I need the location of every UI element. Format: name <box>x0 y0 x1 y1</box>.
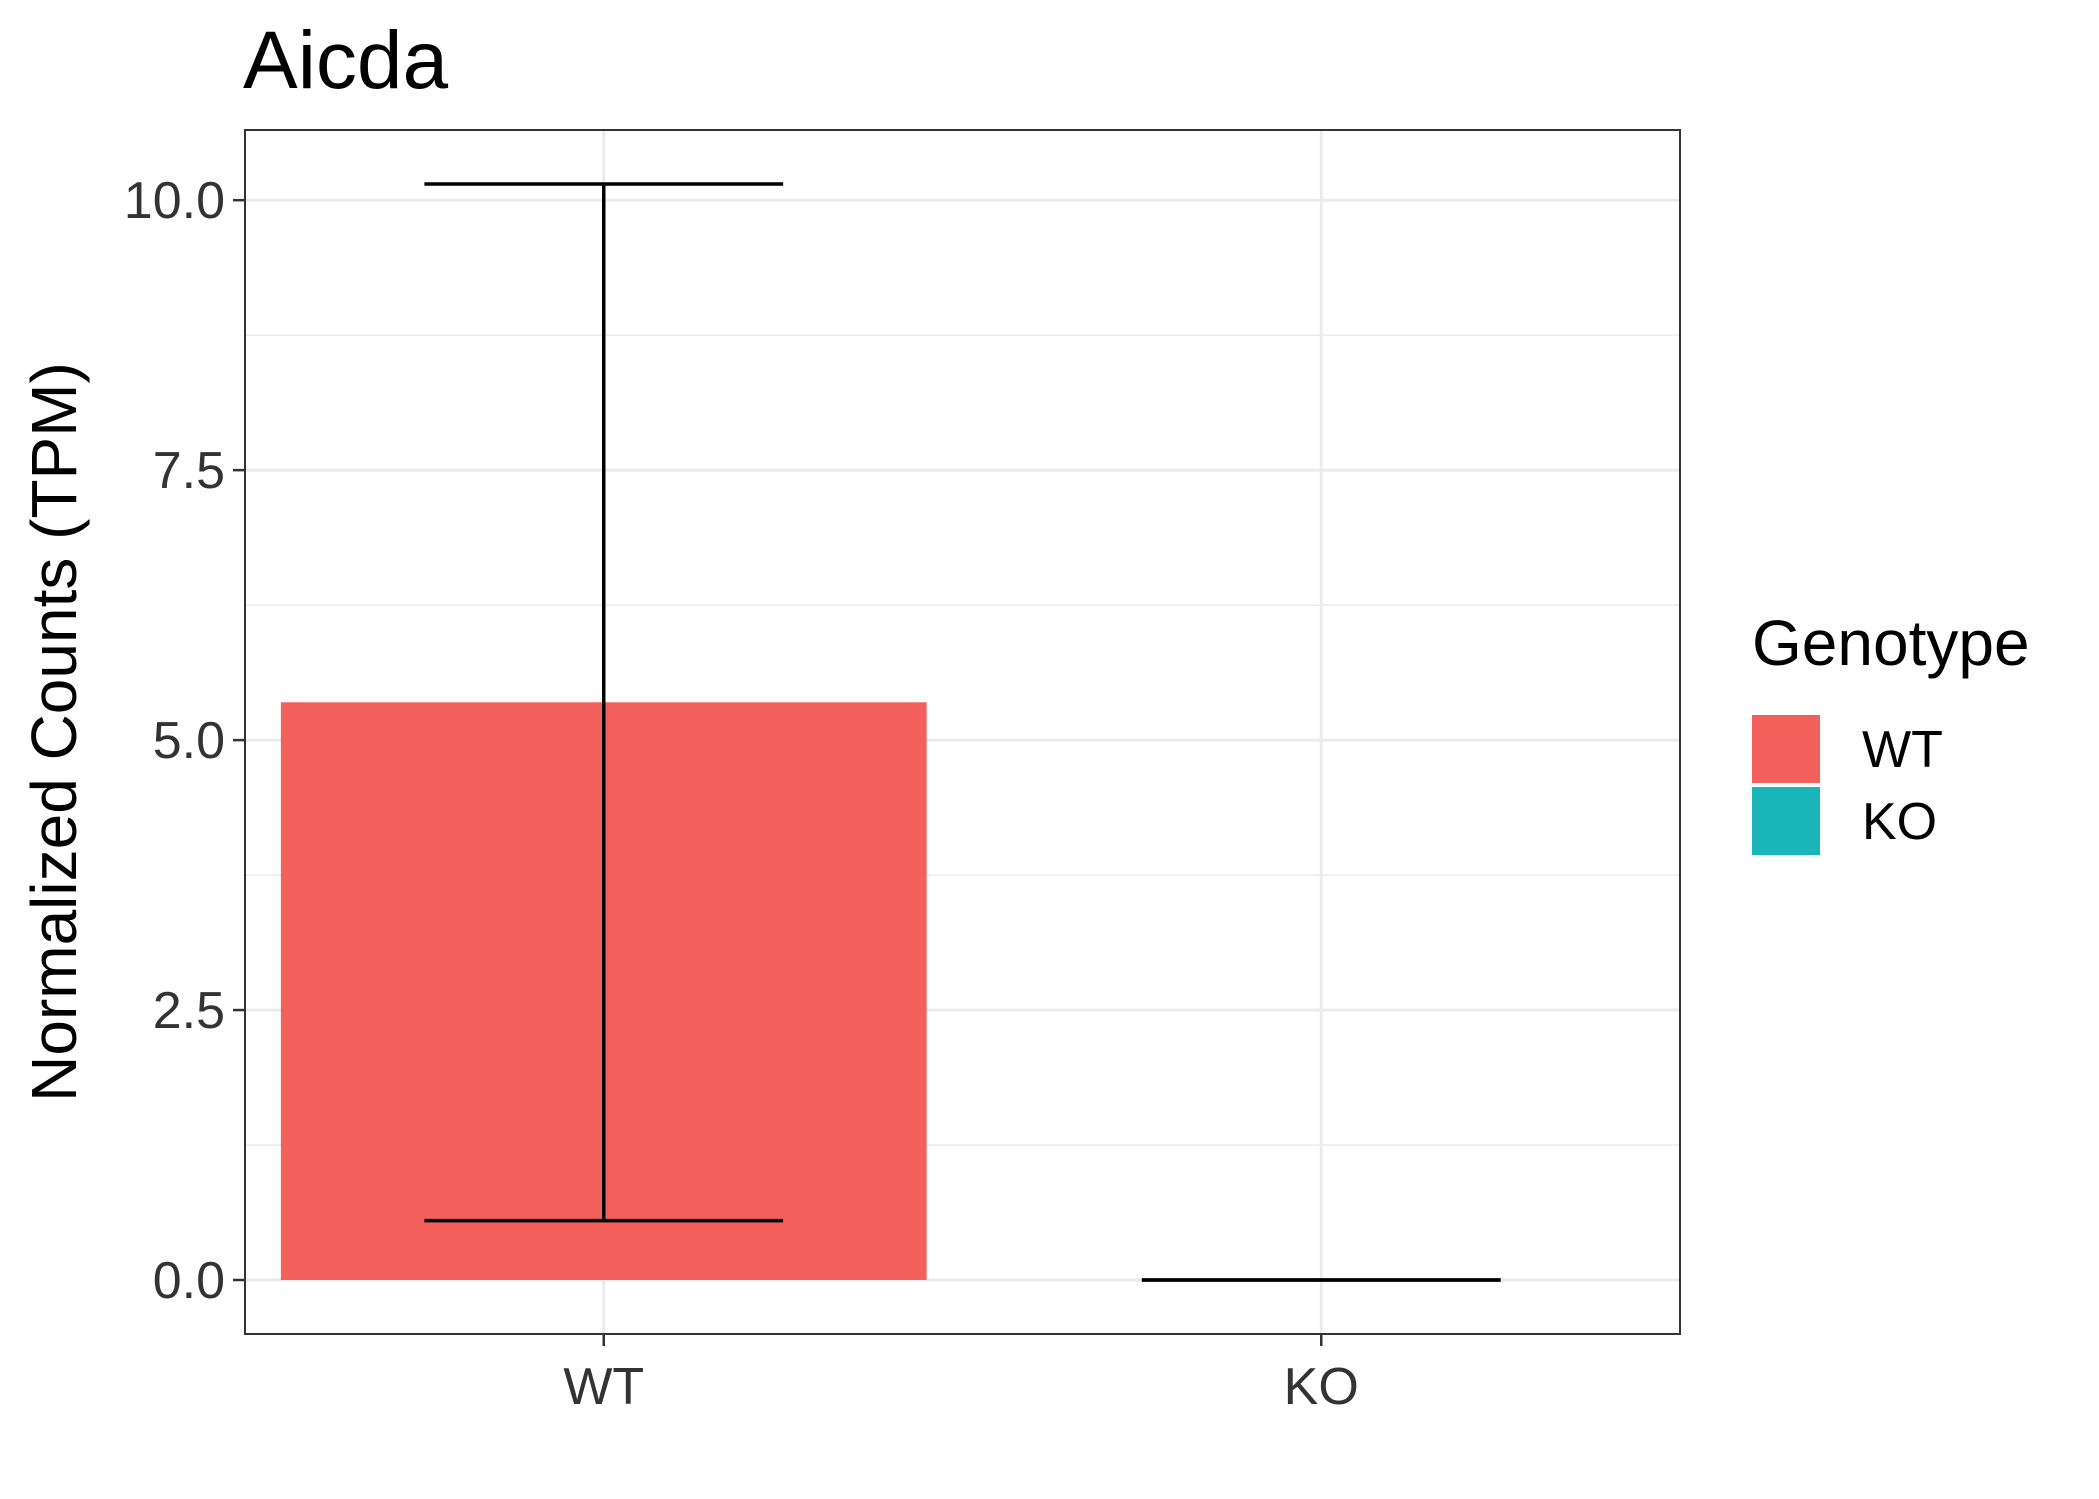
legend-title: Genotype <box>1752 607 2030 679</box>
legend-label: WT <box>1862 721 1943 779</box>
legend-key-ko <box>1752 787 1820 855</box>
legend: Genotype WT KO <box>1752 607 2030 855</box>
x-tick-label: KO <box>1284 1358 1359 1416</box>
x-tick-label: WT <box>563 1358 644 1416</box>
chart-title: Aicda <box>243 15 449 106</box>
legend-label: KO <box>1862 793 1937 851</box>
plot-area: 0.0 2.5 5.0 7.5 10.0 WT KO <box>124 129 1681 1416</box>
legend-key-wt <box>1752 715 1820 783</box>
y-tick-label: 7.5 <box>153 442 225 500</box>
y-tick-label: 2.5 <box>153 982 225 1040</box>
y-axis-title: Normalized Counts (TPM) <box>18 362 90 1102</box>
y-tick-label: 0.0 <box>153 1252 225 1310</box>
y-tick-label: 10.0 <box>124 172 225 230</box>
panel-border <box>244 129 1681 1335</box>
y-tick-label: 5.0 <box>153 712 225 770</box>
